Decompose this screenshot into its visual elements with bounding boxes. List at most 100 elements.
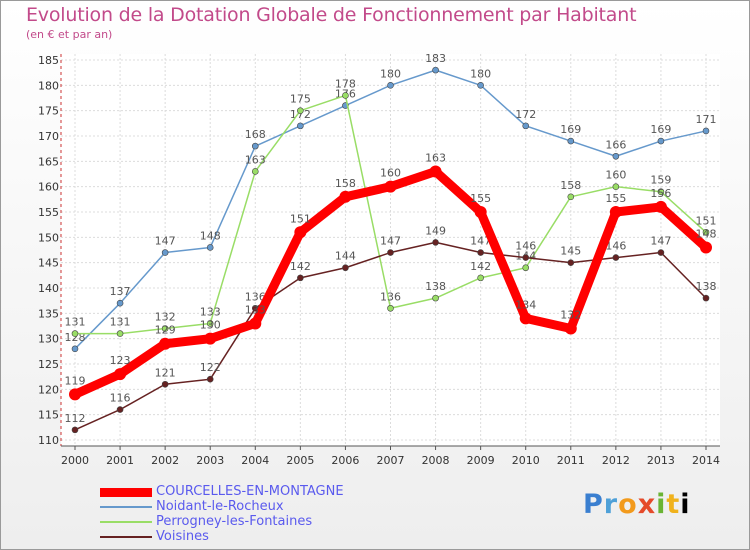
data-label: 136 <box>380 290 401 303</box>
data-point <box>116 299 124 307</box>
data-label: 133 <box>245 303 266 316</box>
data-label: 131 <box>65 316 86 329</box>
legend-swatch <box>100 521 152 523</box>
data-point <box>657 137 665 145</box>
data-point <box>342 264 349 272</box>
y-tick-label: 135 <box>38 307 59 320</box>
data-point <box>609 206 622 218</box>
data-label: 178 <box>335 77 356 90</box>
logo-letter: i <box>656 489 667 520</box>
data-label: 148 <box>696 227 717 240</box>
y-tick-label: 180 <box>38 79 59 92</box>
data-label: 147 <box>650 235 671 248</box>
data-label: 116 <box>110 392 131 405</box>
data-point <box>522 122 530 130</box>
data-label: 171 <box>696 113 717 126</box>
data-label: 158 <box>335 177 356 190</box>
data-point <box>342 92 349 99</box>
legend-label: Noidant-le-Rocheux <box>156 499 284 514</box>
y-tick-label: 145 <box>38 257 59 270</box>
x-tick-label: 2004 <box>241 454 269 467</box>
data-label: 160 <box>380 167 401 180</box>
data-label: 168 <box>245 128 266 141</box>
data-label: 142 <box>290 260 311 273</box>
data-label: 169 <box>560 123 581 136</box>
data-point <box>297 122 304 130</box>
data-point <box>522 264 530 272</box>
data-point <box>251 142 259 150</box>
data-point <box>71 345 79 353</box>
data-point <box>71 330 79 337</box>
data-label: 149 <box>425 224 446 237</box>
data-point <box>294 226 307 239</box>
data-point <box>297 107 304 114</box>
data-point <box>71 426 79 434</box>
legend-label: Voisines <box>156 529 209 544</box>
y-tick-label: 115 <box>38 409 59 422</box>
data-point <box>477 274 484 282</box>
chart-title: Evolution de la Dotation Globale de Fonc… <box>26 4 637 26</box>
data-label: 130 <box>200 319 221 332</box>
data-point <box>564 322 577 335</box>
data-label: 121 <box>155 366 176 379</box>
data-point <box>114 368 127 381</box>
y-tick-label: 130 <box>38 333 59 346</box>
data-point <box>159 337 172 350</box>
data-point <box>477 249 484 256</box>
data-label: 133 <box>200 305 221 318</box>
data-label: 180 <box>380 67 401 80</box>
x-tick-label: 2012 <box>602 454 630 467</box>
data-point <box>522 254 530 261</box>
logo-letter: i <box>680 489 691 520</box>
data-label: 151 <box>696 214 717 227</box>
data-label: 155 <box>605 192 626 205</box>
data-label: 156 <box>650 187 671 200</box>
data-point <box>567 137 575 145</box>
data-label: 142 <box>470 260 491 273</box>
data-label: 132 <box>560 309 581 322</box>
data-point <box>567 193 575 201</box>
data-point <box>251 168 259 175</box>
data-point <box>249 317 262 330</box>
legend-swatch <box>100 506 152 508</box>
data-label: 155 <box>470 192 491 205</box>
data-point <box>702 294 710 302</box>
data-point <box>474 206 487 218</box>
y-tick-label: 155 <box>38 206 59 219</box>
data-label: 144 <box>335 250 356 263</box>
x-tick-label: 2014 <box>692 454 720 467</box>
data-point <box>69 388 81 401</box>
y-tick-label: 170 <box>38 130 59 143</box>
x-tick-label: 2003 <box>196 454 224 467</box>
data-point <box>567 259 575 266</box>
x-tick-label: 2008 <box>422 454 450 467</box>
data-label: 169 <box>650 123 671 136</box>
chart-subtitle: (en € et par an) <box>26 28 113 41</box>
legend-swatch <box>100 536 152 538</box>
logo-letter: t <box>666 489 681 520</box>
x-tick-label: 2009 <box>467 454 495 467</box>
data-label: 163 <box>245 153 266 166</box>
data-label: 119 <box>65 374 86 387</box>
data-label: 112 <box>65 412 86 425</box>
data-label: 136 <box>245 290 266 303</box>
y-tick-label: 140 <box>38 282 59 295</box>
data-point <box>477 82 484 89</box>
data-label: 147 <box>470 235 491 248</box>
data-label: 123 <box>110 354 131 367</box>
data-point <box>116 406 124 413</box>
x-tick-label: 2001 <box>106 454 134 467</box>
data-label: 175 <box>290 93 311 106</box>
logo-letter: P <box>583 489 604 520</box>
data-point <box>161 249 169 256</box>
data-label: 145 <box>560 245 581 258</box>
y-tick-label: 165 <box>38 155 59 168</box>
x-tick-label: 2002 <box>151 454 179 467</box>
y-tick-label: 160 <box>38 181 59 194</box>
x-tick-label: 2006 <box>331 454 359 467</box>
data-point <box>612 152 620 160</box>
legend-label: COURCELLES-EN-MONTAGNE <box>156 484 344 499</box>
data-label: 158 <box>560 179 581 192</box>
x-tick-label: 2011 <box>557 454 585 467</box>
data-label: 172 <box>515 108 536 121</box>
